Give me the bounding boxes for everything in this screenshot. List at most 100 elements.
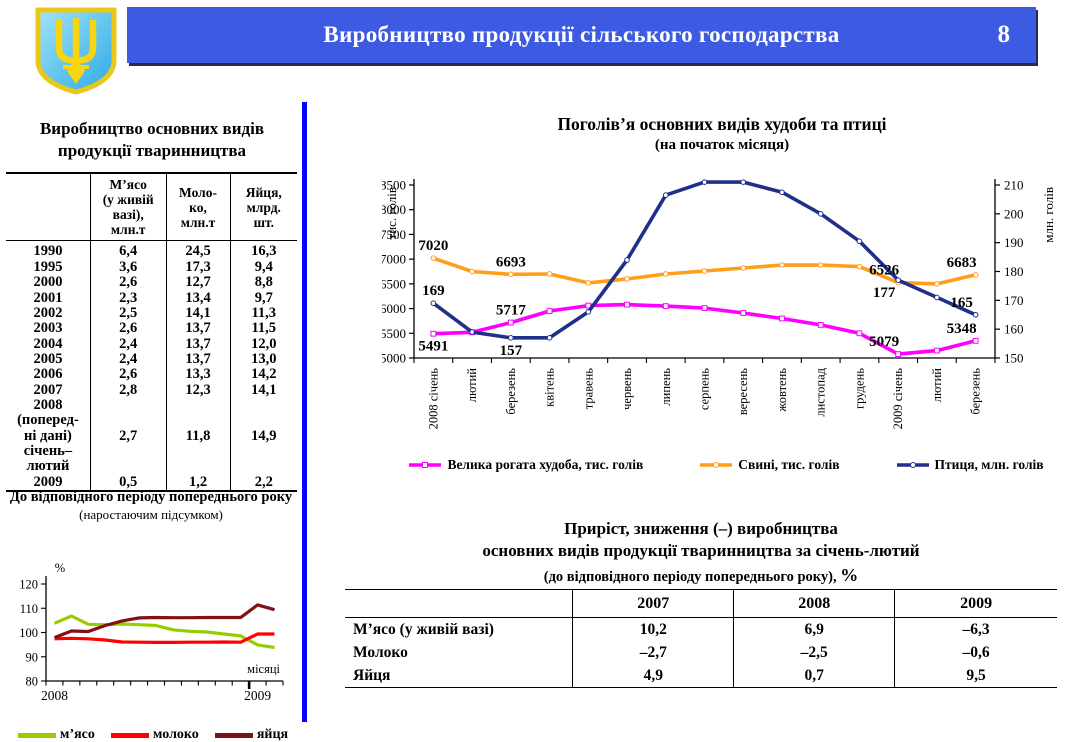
legend-label: молоко (152, 727, 199, 742)
col-header: 2009 (894, 589, 1057, 618)
svg-text:2008: 2008 (41, 688, 68, 703)
col-header: Яйця, млрд. шт. (229, 173, 297, 242)
header-banner: Виробництво продукції сільського господа… (127, 7, 1036, 63)
svg-text:березень: березень (504, 368, 518, 415)
table-cell: 2000 (33, 274, 63, 291)
growth-title-line1: Приріст, зниження (–) виробництва (564, 519, 838, 538)
table-cell: 10,2 (572, 617, 734, 641)
col-header: 2007 (572, 589, 734, 618)
table-cell: 14,1 (165, 305, 231, 322)
svg-text:млн. голів: млн. голів (1041, 187, 1056, 243)
note-subtitle: (наростаючим підсумком) (79, 507, 223, 522)
svg-text:160: 160 (1004, 322, 1024, 337)
table-cell: 2002 (33, 304, 63, 321)
livestock-chart-legend: Велика рогата худоба, тис. голів Свині, т… (390, 457, 1062, 473)
table-cell: 2,6 (89, 274, 167, 291)
legend-label: м’ясо (59, 727, 95, 742)
svg-text:7500: 7500 (382, 227, 406, 242)
production-table: М’ясо (у живій вазі), млн.т Моло- ко, млн… (6, 172, 297, 493)
table-cell: –2,5 (733, 641, 895, 664)
col-header (345, 589, 573, 618)
main-chart-title: Поголів’я основних видів худоби та птиці (557, 114, 887, 134)
page-title: Виробництво продукції сільського господа… (323, 22, 840, 47)
svg-text:жовтень: жовтень (775, 368, 789, 413)
svg-text:6500: 6500 (382, 276, 406, 291)
svg-text:2009 січень: 2009 січень (891, 368, 905, 430)
svg-text:2009: 2009 (244, 688, 271, 703)
table-cell: 0,5 (89, 444, 167, 492)
svg-text:6683: 6683 (947, 255, 977, 271)
table-cell: 13,7 (165, 320, 231, 337)
growth-title-line3: (до відповідного періоду попереднього ро… (543, 565, 859, 585)
table-cell: 2007 (33, 381, 63, 398)
legend-swatch (214, 732, 253, 738)
table-cell: 12,7 (165, 274, 231, 291)
growth-table: 2007 2008 2009 М’ясо (у живій вазі) 10,2 6,9–… (345, 589, 1057, 688)
svg-text:120: 120 (19, 578, 38, 592)
table-cell: 8,8 (229, 274, 297, 291)
svg-text:березень: березень (969, 368, 983, 415)
table-cell: 11,8 (165, 398, 231, 445)
svg-text:квітень: квітень (543, 368, 557, 407)
legend-swatch (896, 462, 929, 468)
production-table-wrap: М’ясо (у живій вазі), млн.т Моло- ко, млн… (6, 172, 297, 493)
legend-item: Велика рогата худоба, тис. голів (408, 457, 643, 473)
table-cell: Молоко (353, 644, 408, 661)
col-header: М’ясо (у живій вазі), млн.т (89, 173, 167, 242)
main-chart-subtitle: (на початок місяця) (654, 137, 790, 153)
svg-text:грудень: грудень (852, 368, 866, 409)
table-cell: 2,5 (89, 305, 167, 322)
legend-label: Свині, тис. голів (738, 457, 840, 472)
mini-chart-legend: м’ясо молоко яйця (10, 727, 296, 742)
table-cell: 1,2 (165, 444, 231, 492)
table-row: 2004 2,4 13,7 12,0 (6, 335, 297, 352)
svg-text:тис. голів: тис. голів (384, 187, 399, 239)
vertical-divider (302, 102, 307, 722)
table-row: 2003 2,6 13,7 11,5 (6, 320, 297, 337)
legend-label: Велика рогата худоба, тис. голів (447, 457, 644, 472)
table-cell: 16,3 (229, 240, 297, 260)
table-cell: 14,9 (229, 398, 297, 445)
table-cell: 14,2 (229, 366, 297, 383)
table-cell: 13,3 (165, 366, 231, 383)
legend-item: Свині, тис. голів (699, 457, 840, 473)
svg-text:5491: 5491 (418, 339, 448, 355)
table-row: 2002 2,5 14,1 11,3 (6, 304, 297, 322)
svg-text:червень: червень (620, 368, 634, 410)
table-row: 2001 2,3 13,4 9,7 (6, 290, 297, 306)
page-number: 8 (997, 21, 1011, 48)
svg-text:90: 90 (26, 650, 39, 664)
production-table-title: Виробництво основних видів продукції тва… (39, 119, 265, 161)
table-row: 2000 2,6 12,7 8,8 (6, 274, 297, 291)
table-row: 2005 2,4 13,7 13,0 (6, 350, 297, 368)
legend-swatch (700, 462, 733, 468)
table-cell: 2003 (33, 320, 63, 337)
table-cell: 9,4 (229, 259, 297, 276)
livestock-chart: 5000 5500 6000 6500 7000 7500 8000 8500 150 160 17… (380, 152, 1064, 454)
table-cell: –0,6 (894, 641, 1057, 664)
growth-title-line2: основних видів продукції тваринництва за… (482, 541, 920, 560)
col-header: Моло- ко, млн.т (165, 173, 231, 242)
legend-item: молоко (110, 727, 199, 742)
svg-text:80: 80 (26, 675, 39, 689)
note-title: До відповідного періоду попереднього рок… (9, 489, 293, 505)
svg-text:вересень: вересень (736, 368, 750, 415)
table-cell: 3,6 (89, 259, 167, 276)
svg-text:5500: 5500 (382, 326, 406, 341)
svg-text:лютий: лютий (465, 368, 479, 403)
svg-text:листопад: листопад (814, 367, 828, 416)
svg-text:100: 100 (19, 626, 38, 640)
svg-text:190: 190 (1004, 235, 1024, 250)
table-cell: 17,3 (165, 259, 231, 276)
svg-text:200: 200 (1004, 206, 1024, 221)
svg-text:180: 180 (1004, 264, 1024, 279)
col-header (6, 173, 91, 242)
table-cell: 2005 (33, 350, 63, 367)
table-cell: 2008 (поперед- ні дані) (17, 397, 79, 444)
table-row: 2007 2,8 12,3 14,1 (6, 381, 297, 399)
table-cell: 2004 (33, 335, 63, 352)
table-cell: 13,0 (229, 351, 297, 368)
col-header: 2008 (733, 589, 895, 618)
table-row: 1995 3,6 17,3 9,4 (6, 259, 297, 276)
table-cell: 2,4 (89, 336, 167, 352)
